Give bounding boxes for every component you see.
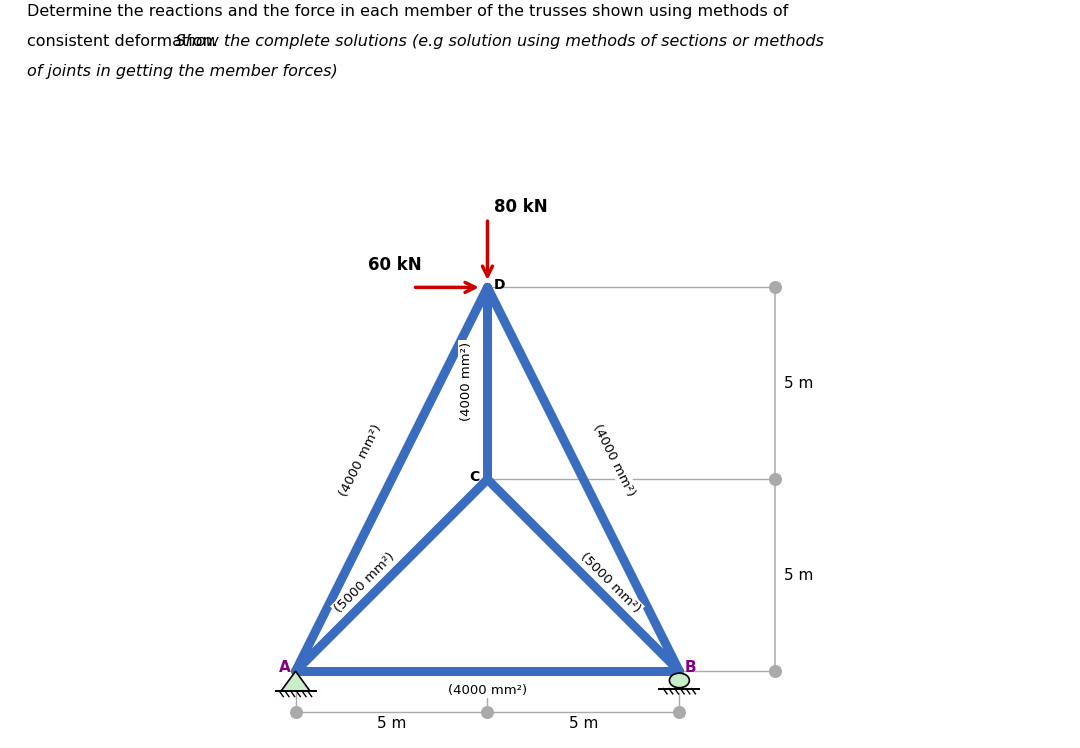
Text: 80 kN: 80 kN	[495, 198, 548, 216]
Text: 5 m: 5 m	[784, 568, 813, 583]
Point	[287, 705, 305, 717]
Text: C: C	[469, 470, 480, 485]
Text: (4000 mm²): (4000 mm²)	[337, 422, 384, 498]
Point	[767, 473, 784, 485]
Text: B: B	[685, 660, 696, 675]
Text: D: D	[494, 278, 505, 292]
Text: 5 m: 5 m	[784, 375, 813, 391]
Text: 60 kN: 60 kN	[368, 256, 422, 274]
Ellipse shape	[670, 673, 689, 687]
Text: (5000 mm²): (5000 mm²)	[332, 551, 397, 616]
Polygon shape	[281, 671, 310, 691]
Text: A: A	[279, 660, 291, 675]
Point	[478, 705, 496, 717]
Text: 5 m: 5 m	[377, 716, 406, 731]
Text: 5 m: 5 m	[569, 716, 598, 731]
Text: Determine the reactions and the force in each member of the trusses shown using : Determine the reactions and the force in…	[27, 4, 788, 19]
Text: (5000 mm²): (5000 mm²)	[578, 551, 643, 616]
Text: consistent deformation.: consistent deformation.	[27, 34, 222, 49]
Point	[767, 281, 784, 293]
Point	[671, 705, 688, 717]
Text: (4000 mm²): (4000 mm²)	[591, 422, 637, 498]
Point	[767, 665, 784, 677]
Text: (4000 mm²): (4000 mm²)	[448, 684, 527, 697]
Text: Show the complete solutions (e.g solution using methods of sections or methods: Show the complete solutions (e.g solutio…	[27, 34, 824, 49]
Text: of joints in getting the member forces): of joints in getting the member forces)	[27, 64, 338, 79]
Text: (4000 mm²): (4000 mm²)	[460, 342, 473, 421]
